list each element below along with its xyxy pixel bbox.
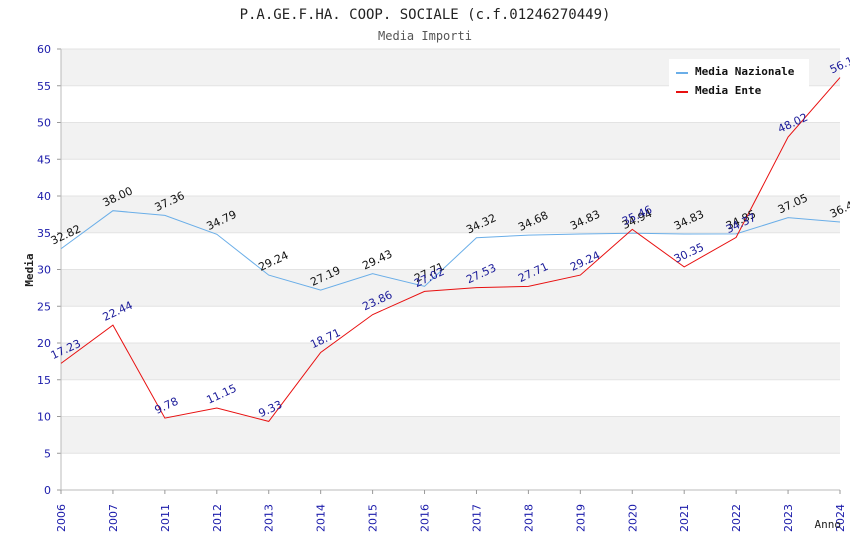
y-tick-label: 60 [37,43,51,56]
series-line-media-nazionale [60,210,841,291]
chart-subtitle: Media Importi [378,29,472,43]
y-tick-labels: 0 5 10 15 20 25 30 35 40 45 50 55 60 [37,43,51,497]
x-tick-label: 2021 [678,504,691,532]
legend-label-media-ente: Media Ente [695,84,762,97]
x-axis-label: Anno [815,518,842,531]
x-tick-label: 2006 [55,504,68,532]
x-tick-label: 2015 [367,504,380,532]
x-tick-label: 2017 [470,504,483,532]
y-tick-label: 25 [37,300,51,313]
x-tick-label: 2014 [315,504,328,532]
y-tick-label: 45 [37,153,51,166]
x-tick-label: 2022 [730,504,743,532]
x-tick-label: 2013 [263,504,276,532]
y-tick-label: 35 [37,227,51,240]
data-label-media-ente: 9.78 [153,395,181,417]
x-tick-label: 2024 [834,504,847,532]
y-tick-label: 40 [37,190,51,203]
y-tick-label: 30 [37,264,51,277]
plot-band [61,416,840,454]
x-tick-label: 2019 [574,504,587,532]
x-tick-label: 2012 [211,504,224,532]
y-tick-label: 0 [44,484,51,497]
y-tick-label: 50 [37,117,51,130]
x-tick-label: 2020 [626,504,639,532]
x-tick-label: 2016 [419,504,432,532]
plot-band [61,196,840,233]
x-tick-labels: 2006 2007 2011 2012 2013 2014 2015 2016 2017 2018… [55,504,847,532]
y-tick-label: 20 [37,337,51,350]
x-tick-label: 2023 [782,504,795,532]
series-lines [60,77,841,422]
data-label-media-nazionale: 29.43 [360,247,394,272]
series-line-media-ente [60,77,841,422]
plot-band [61,122,840,160]
x-tick-label: 2011 [159,504,172,532]
legend: Media Nazionale Media Ente [669,59,809,101]
y-tick-label: 10 [37,411,51,424]
y-tick-label: 5 [44,447,51,460]
legend-box [669,59,809,101]
data-label-media-ente: 30.35 [672,241,706,266]
x-tick-label: 2007 [107,504,120,532]
plot-band [61,343,840,380]
data-label-media-ente: 11.15 [205,382,239,407]
chart-title: P.A.GE.F.HA. COOP. SOCIALE (c.f.01246270… [240,7,611,23]
plot-band [61,269,840,307]
gridlines [61,48,840,491]
y-tick-label: 55 [37,80,51,93]
x-tick-label: 2018 [522,504,535,532]
y-tick-label: 15 [37,374,51,387]
y-axis-label: Media [23,253,36,286]
legend-label-media-nazionale: Media Nazionale [695,65,795,78]
axes [57,48,841,494]
plot-bands [61,49,840,454]
